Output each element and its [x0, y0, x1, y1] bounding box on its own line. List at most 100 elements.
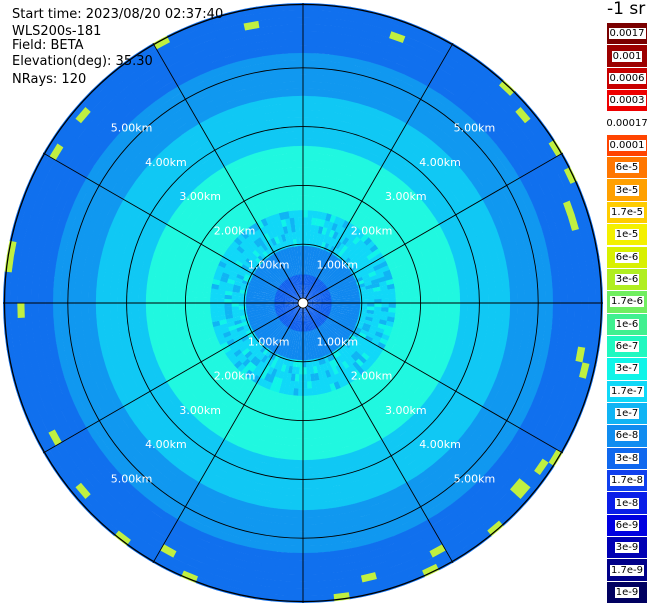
heatmap-cell	[399, 275, 409, 283]
heatmap-cell	[390, 124, 404, 137]
heatmap-cell	[430, 183, 443, 196]
heatmap-cell	[336, 171, 346, 181]
heatmap-cell	[492, 377, 504, 391]
heatmap-cell	[335, 315, 344, 321]
heatmap-cell	[404, 141, 417, 154]
heatmap-cell	[352, 294, 361, 298]
heatmap-cell	[447, 181, 460, 195]
heatmap-cell	[343, 287, 352, 292]
heatmap-cell	[277, 139, 287, 148]
heatmap-cell	[516, 218, 528, 233]
heatmap-cell	[354, 194, 365, 205]
heatmap-cell	[325, 346, 332, 355]
heatmap-cell	[380, 289, 389, 295]
heatmap-cell	[291, 495, 303, 504]
heatmap-cell	[335, 364, 343, 374]
heatmap-cell	[398, 513, 414, 526]
heatmap-cell	[533, 252, 544, 267]
heatmap-cell	[322, 310, 330, 315]
heatmap-cell	[303, 131, 313, 139]
heatmap-cell	[109, 292, 118, 303]
heatmap-cell	[280, 501, 293, 511]
heatmap-cell	[544, 276, 553, 291]
heatmap-cell	[369, 47, 386, 59]
heatmap-cell	[463, 424, 477, 439]
heatmap-cell	[469, 91, 486, 108]
heatmap-cell	[439, 87, 455, 102]
heatmap-cell	[342, 173, 353, 184]
heatmap-cell	[391, 24, 409, 37]
heatmap-cell	[512, 398, 526, 414]
heatmap-cell	[426, 351, 437, 362]
heatmap-cell	[411, 129, 426, 142]
heatmap-cell	[350, 479, 363, 490]
heatmap-cell	[320, 257, 326, 265]
heatmap-cell	[537, 395, 550, 412]
heatmap-cell	[159, 302, 168, 311]
heatmap-cell	[283, 473, 294, 482]
heatmap-cell	[315, 558, 331, 568]
heatmap-cell	[352, 340, 361, 349]
heatmap-cell	[479, 351, 490, 364]
heatmap-cell	[396, 87, 411, 100]
heatmap-cell	[566, 288, 575, 304]
heatmap-cell	[316, 270, 322, 279]
heatmap-cell	[324, 89, 338, 99]
heatmap-cell	[502, 136, 518, 153]
heatmap-cell	[358, 332, 367, 340]
heatmap-cell	[459, 303, 468, 313]
heatmap-cell	[367, 129, 380, 141]
heatmap-cell	[412, 146, 425, 159]
heatmap-cell	[474, 465, 489, 481]
heatmap-cell	[436, 148, 451, 162]
heatmap-cell	[423, 289, 432, 297]
heatmap-cell	[481, 303, 489, 314]
heatmap-cell	[310, 160, 319, 169]
heatmap-cell	[303, 17, 319, 25]
heatmap-cell	[452, 252, 463, 263]
heatmap-cell	[551, 276, 561, 291]
heatmap-cell	[373, 264, 382, 272]
heatmap-cell	[565, 274, 575, 290]
heatmap-cell	[435, 392, 447, 405]
heatmap-cell	[327, 285, 336, 291]
heatmap-cell	[329, 39, 346, 50]
heatmap-cell	[502, 369, 514, 384]
heatmap-cell	[320, 333, 327, 341]
heatmap-cell	[331, 299, 339, 302]
heatmap-cell	[498, 469, 515, 486]
heatmap-cell	[432, 224, 444, 236]
heatmap-cell	[396, 264, 406, 273]
heatmap-cell	[503, 247, 513, 261]
heatmap-cell	[303, 45, 318, 54]
heatmap-cell	[473, 312, 482, 323]
heatmap-cell	[302, 481, 313, 489]
heatmap-cell	[395, 458, 409, 471]
heatmap-cell	[499, 435, 513, 451]
heatmap-cell	[344, 100, 358, 110]
heatmap-cell	[389, 361, 400, 371]
heatmap-cell	[561, 216, 573, 234]
heatmap-cell	[45, 302, 54, 317]
heatmap-cell	[510, 443, 525, 460]
heatmap-cell	[554, 343, 565, 359]
heatmap-cell	[516, 373, 528, 389]
heatmap-cell	[443, 246, 453, 258]
heatmap-cell	[344, 309, 353, 314]
heatmap-cell	[304, 274, 307, 282]
heatmap-cell	[531, 407, 545, 424]
heatmap-cell	[422, 531, 439, 546]
heatmap-cell	[499, 121, 515, 138]
heatmap-cell	[373, 78, 389, 90]
heatmap-cell	[412, 513, 429, 527]
heatmap-cell	[343, 452, 354, 463]
heatmap-cell	[362, 322, 372, 329]
heatmap-cell	[309, 304, 318, 307]
heatmap-cell	[342, 48, 358, 59]
heatmap-cell	[343, 107, 356, 117]
heatmap-cell	[352, 303, 361, 307]
heatmap-cell	[389, 524, 405, 537]
heatmap-cell	[449, 441, 463, 456]
heatmap-cell	[461, 375, 473, 388]
heatmap-cell	[409, 308, 418, 316]
